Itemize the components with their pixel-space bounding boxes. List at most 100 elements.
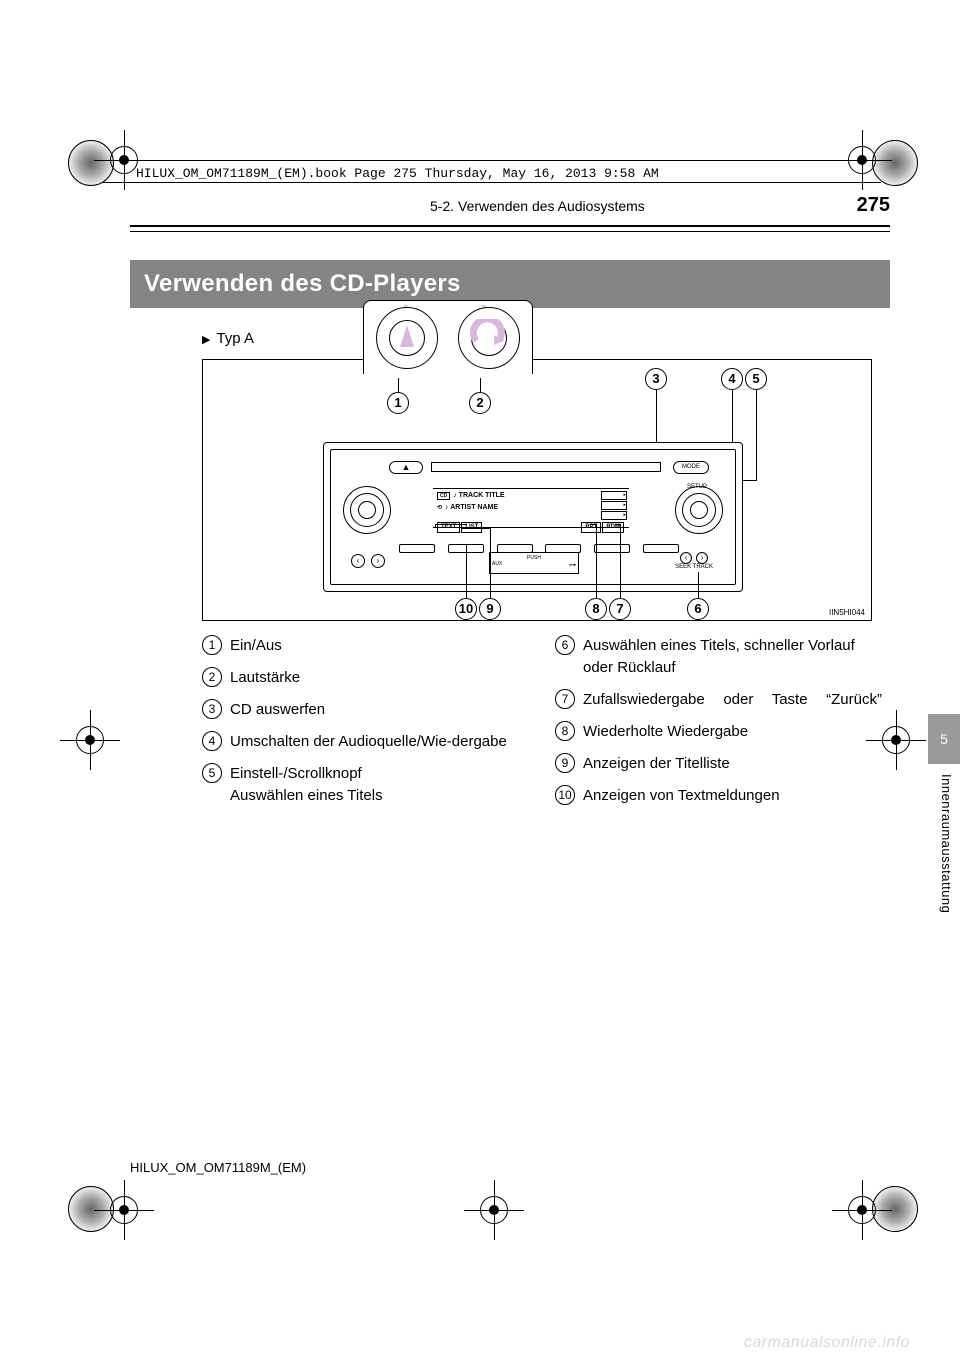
callout-1: 1 [387, 392, 409, 414]
legend-item: 7 Zufallswiedergabe oder Taste “Zurück” [555, 689, 882, 711]
callout-4: 4 [721, 368, 743, 390]
port-push-label: PUSH [492, 555, 576, 561]
legend-num: 1 [202, 635, 222, 655]
callout-6: 6 [687, 598, 709, 620]
port-aux-label: AUX [492, 561, 502, 567]
cd-slot [431, 462, 661, 472]
legend-text: CD auswerfen [230, 699, 529, 721]
radio-unit: ▲ MODE SETUP CD♪ TRACK TITLE ⟲♪ ARTIST N… [323, 442, 743, 592]
lcd-artist-name: ♪ ARTIST NAME [445, 504, 498, 511]
legend-num: 5 [202, 763, 222, 783]
fwd-button: › [371, 554, 385, 568]
aux-port: PUSH AUX ⊶ [489, 552, 579, 574]
leader-line [756, 390, 757, 480]
legend-item: 10 Anzeigen von Textmeldungen [555, 785, 882, 807]
section-path: 5-2. Verwenden des Audiosystems [430, 198, 645, 214]
legend-text: Ein/Aus [230, 635, 529, 657]
callout-5: 5 [745, 368, 767, 390]
figure-code: IIN5HI044 [829, 608, 865, 617]
crosshair-bl [94, 1180, 154, 1240]
left-knob [343, 486, 391, 534]
legend-num: 6 [555, 635, 575, 655]
legend-item: 5 Einstell-/Scrollknopf Auswählen eines T… [202, 763, 529, 807]
legend-item: 1 Ein/Aus [202, 635, 529, 657]
legend-num: 10 [555, 785, 575, 805]
type-label: ▶ Typ A [202, 330, 890, 347]
header-rule-thick [130, 225, 890, 227]
legend-num: 7 [555, 689, 575, 709]
leader-line [461, 528, 491, 529]
mode-button: MODE [673, 461, 709, 474]
arrow-rotate-icon [470, 319, 506, 349]
watermark: carmanualsonline.info [744, 1334, 910, 1352]
seek-label: SEEK TRACK [675, 564, 713, 570]
legend-text: Anzeigen der Titelliste [583, 753, 882, 775]
legend-text: Anzeigen von Textmeldungen [583, 785, 882, 807]
callout-2: 2 [469, 392, 491, 414]
radio-bezel: ▲ MODE SETUP CD♪ TRACK TITLE ⟲♪ ARTIST N… [330, 449, 736, 585]
callout-8: 8 [585, 598, 607, 620]
callout-10: 10 [455, 598, 477, 620]
leader-line [596, 524, 597, 544]
legend-num: 4 [202, 731, 222, 751]
legend-num: 2 [202, 667, 222, 687]
legend-num: 9 [555, 753, 575, 773]
leader-line [435, 524, 436, 528]
leader-line [435, 524, 467, 525]
callout-3: 3 [645, 368, 667, 390]
top-knob-housing: ○ ○ [363, 300, 533, 374]
crop-line-top2 [103, 182, 881, 183]
callout-7: 7 [609, 598, 631, 620]
lcd-track-title: ♪ TRACK TITLE [453, 492, 504, 499]
triangle-icon: ▶ [202, 334, 210, 346]
crosshair-ml [60, 710, 120, 770]
legend-item: 3 CD auswerfen [202, 699, 529, 721]
legend-item: 9 Anzeigen der Titelliste [555, 753, 882, 775]
crop-line-top [103, 160, 881, 161]
leader-line [480, 378, 481, 392]
chapter-side-text: Innenraumausstattung [939, 774, 954, 913]
crosshair-bm [464, 1180, 524, 1240]
leader-line [490, 544, 491, 598]
legend-num: 8 [555, 721, 575, 741]
legend-item: 6 Auswählen eines Titels, schneller Vorla… [555, 635, 882, 679]
callout-9: 9 [479, 598, 501, 620]
arrow-up-icon [400, 325, 414, 347]
header-rule-thin [130, 231, 890, 232]
crop-header-text: HILUX_OM_OM71189M_(EM).book Page 275 Thu… [136, 166, 659, 181]
legend-col-left: 1 Ein/Aus 2 Lautstärke 3 CD auswerfen 4 Umsc… [202, 635, 529, 817]
crosshair-br [832, 1180, 892, 1240]
eject-button: ▲ [389, 461, 423, 474]
leader-line [698, 572, 699, 598]
leader-line [490, 528, 491, 544]
type-label-text: Typ A [216, 330, 254, 347]
legend-item: 4 Umschalten der Audioquelle/Wie-dergabe [202, 731, 529, 753]
legend-text: Wiederholte Wiedergabe [583, 721, 882, 743]
leader-line [656, 390, 657, 450]
legend-item: 8 Wiederholte Wiedergabe [555, 721, 882, 743]
leader-line [596, 544, 597, 598]
page-header: 5-2. Verwenden des Audiosystems 275 [130, 194, 890, 223]
chapter-tab: 5 [928, 714, 960, 764]
legend-text: Zufallswiedergabe oder Taste “Zurück” [583, 689, 882, 711]
legend-text: Auswählen eines Titels, schneller Vorlau… [583, 635, 882, 679]
leader-line [620, 544, 621, 598]
legend-item: 2 Lautstärke [202, 667, 529, 689]
footer-code: HILUX_OM_OM71189M_(EM) [130, 1160, 306, 1175]
legend-text: Lautstärke [230, 667, 529, 689]
page-content: 5-2. Verwenden des Audiosystems 275 Verw… [130, 194, 890, 817]
lcd-display: CD♪ TRACK TITLE ⟲♪ ARTIST NAME ▸ ▸ ▸ TEX… [433, 488, 629, 528]
page-number: 275 [857, 194, 890, 217]
right-knob [675, 486, 723, 534]
leader-line [466, 544, 467, 598]
legend-columns: 1 Ein/Aus 2 Lautstärke 3 CD auswerfen 4 Umsc… [202, 635, 882, 817]
legend-num: 3 [202, 699, 222, 719]
leader-line [620, 524, 621, 544]
legend-col-right: 6 Auswählen eines Titels, schneller Vorla… [555, 635, 882, 817]
cd-player-figure: ○ ○ 1 2 3 4 5 ▲ MODE [202, 359, 872, 621]
seek-track: ‹› SEEK TRACK [675, 552, 713, 570]
legend-text: Einstell-/Scrollknopf Auswählen eines Ti… [230, 763, 529, 807]
leader-line [398, 378, 399, 392]
back-button: ‹ [351, 554, 365, 568]
legend-text: Umschalten der Audioquelle/Wie-dergabe [230, 731, 529, 753]
